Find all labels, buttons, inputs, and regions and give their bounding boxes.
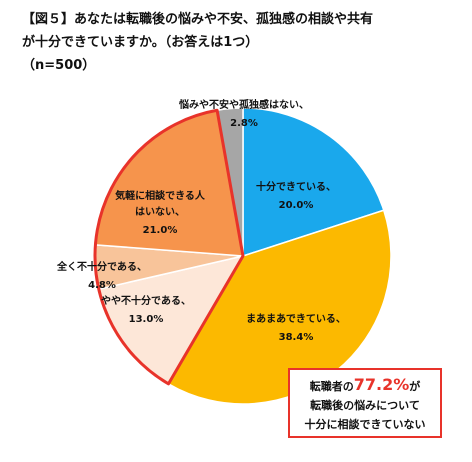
slice-value-5: 21.0% (143, 225, 178, 236)
title-line-1: 【図５】あなたは転職後の悩みや不安、孤独感の相談や共有 (22, 12, 374, 27)
slice-value-6: 2.8% (230, 118, 258, 129)
title-line-2: が十分できていますか。（お答えは1つ） (22, 35, 259, 50)
callout-prefix: 転職者の (309, 380, 354, 393)
slice-label-1: 十分できている、 (256, 180, 336, 193)
slice-value-4: 4.8% (88, 280, 116, 291)
slice-label-5: 気軽に相談できる人 (114, 189, 206, 202)
slice-value-1: 20.0% (279, 200, 314, 211)
callout-suffix: が (409, 380, 421, 393)
chart-title: 【図５】あなたは転職後の悩みや不安、孤独感の相談や共有 が十分できていますか。（… (22, 8, 462, 77)
slice-label-3: やや不十分である、 (101, 294, 191, 307)
callout-line-2: 転職後の悩みについて (310, 399, 420, 412)
slice-label-2: まあまあできている、 (246, 312, 346, 325)
callout-line-3: 十分に相談できていない (304, 418, 426, 431)
slice-value-2: 38.4% (279, 332, 314, 343)
sample-size: （n=500） (22, 58, 96, 73)
slice-value-3: 13.0% (129, 314, 164, 325)
slice-label-4: 全く不十分である、 (56, 260, 147, 273)
slice-label-5: はいない、 (135, 206, 185, 218)
callout-box: 転職者の77.2%が 転職後の悩みについて 十分に相談できていない (288, 368, 442, 438)
slice-label-6: 悩みや不安や孤独感はない、 (178, 98, 309, 111)
highlight-group-outline (93, 108, 245, 386)
callout-highlight: 77.2% (353, 375, 410, 394)
pie-slice-1 (242, 107, 385, 258)
